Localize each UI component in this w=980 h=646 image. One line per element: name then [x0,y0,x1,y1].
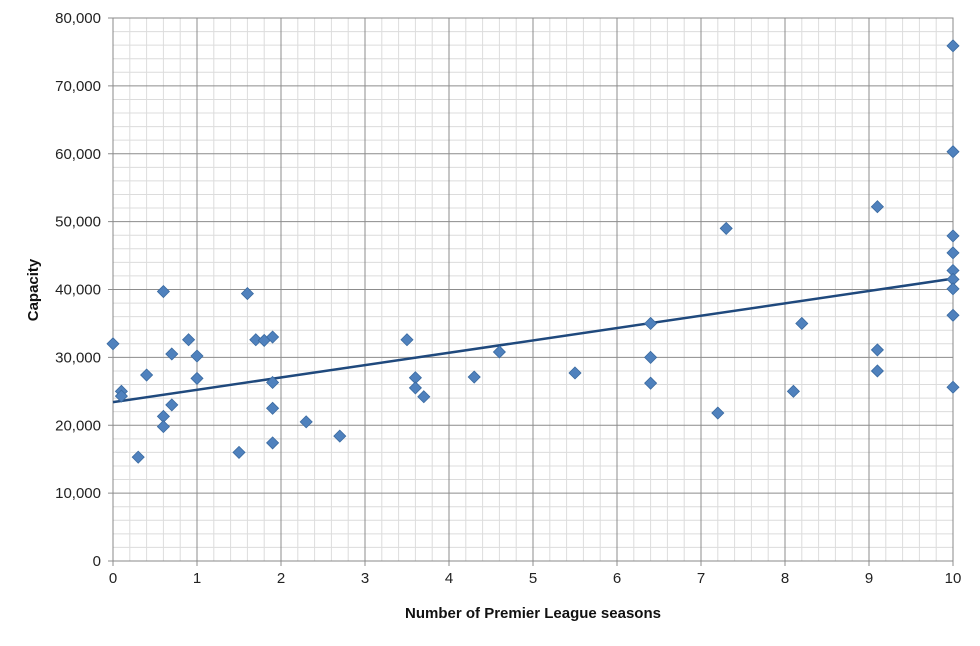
data-point [946,39,960,53]
data-point [719,221,733,235]
data-point [266,330,280,344]
data-point [333,429,347,443]
x-tick-label: 3 [361,570,369,587]
x-axis-ticks: 0 1 2 3 4 5 6 7 8 9 10 [109,561,962,587]
y-tick-label: 20,000 [55,417,101,434]
data-point [299,415,313,429]
y-tick-label: 70,000 [55,78,101,95]
data-point [795,316,809,331]
data-point [266,401,280,415]
y-tick-label: 40,000 [55,282,101,299]
data-point [946,246,960,260]
y-axis-title: Capacity [25,258,42,321]
data-point [946,282,960,296]
data-point [644,376,658,390]
trendline-layer [112,277,954,404]
y-tick-label: 80,000 [55,10,101,27]
x-tick-label: 10 [945,570,962,587]
data-point [492,345,506,359]
data-point [106,337,120,351]
data-point [140,368,154,382]
data-point [114,389,128,403]
data-point [946,145,960,159]
data-point [156,284,170,299]
data-point [711,406,725,420]
data-point [946,308,960,322]
data-point [946,229,960,243]
y-tick-label: 30,000 [55,349,101,366]
x-tick-label: 0 [109,570,117,587]
data-point [249,333,263,347]
data-point [165,398,179,412]
x-tick-label: 4 [445,570,453,587]
x-tick-label: 7 [697,570,705,587]
data-point [870,343,884,357]
y-tick-label: 10,000 [55,485,101,502]
x-tick-label: 9 [865,570,873,587]
data-point [644,316,658,331]
data-point [786,384,800,398]
data-point [417,390,431,404]
x-axis-title: Number of Premier League seasons [405,605,661,622]
data-point [870,200,884,214]
data-point [156,420,170,434]
data-point [266,436,280,450]
data-point [266,375,280,390]
data-point [190,349,204,363]
data-point [400,333,414,347]
data-point [165,347,179,361]
data-point [182,333,196,347]
x-tick-label: 8 [781,570,789,587]
data-point [467,370,481,384]
linear-trendline [112,277,954,404]
data-points [106,39,960,464]
x-tick-label: 5 [529,570,537,587]
y-axis-ticks: 0 10,000 20,000 30,000 40,000 50,000 60,000 70,… [55,10,113,570]
data-point [644,350,658,364]
y-tick-label: 60,000 [55,146,101,163]
data-point [946,380,960,394]
data-point [408,381,422,395]
x-tick-label: 2 [277,570,285,587]
y-tick-label: 50,000 [55,214,101,231]
data-point [131,450,145,464]
data-point [190,371,204,385]
data-point [240,287,254,301]
y-tick-label: 0 [93,553,101,570]
data-point [232,445,246,459]
data-point [568,366,582,380]
data-point [870,364,884,378]
x-tick-label: 1 [193,570,201,587]
x-tick-label: 6 [613,570,621,587]
